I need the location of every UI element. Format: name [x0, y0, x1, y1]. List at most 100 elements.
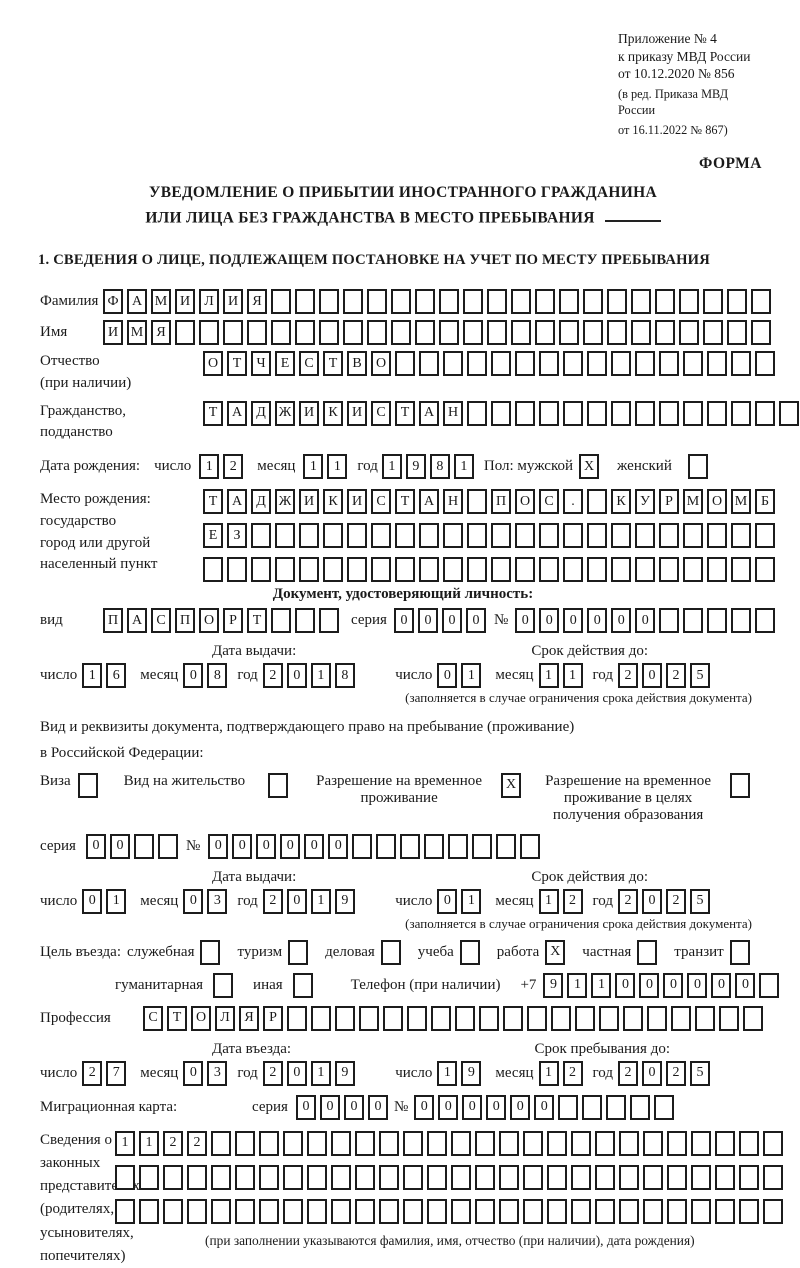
char-cell[interactable] — [419, 523, 439, 549]
char-cell[interactable] — [391, 320, 411, 346]
char-cell[interactable] — [355, 1198, 375, 1224]
char-cell[interactable]: 0 — [735, 972, 756, 998]
char-cell[interactable] — [515, 351, 535, 377]
char-cell[interactable] — [739, 1164, 759, 1190]
char-cell[interactable]: 1 — [199, 454, 220, 480]
char-cell[interactable] — [259, 1130, 279, 1156]
char-cell[interactable]: 2 — [562, 1060, 583, 1086]
char-cell[interactable]: О — [707, 489, 727, 515]
char-cell[interactable]: 1 — [106, 888, 127, 914]
char-cell[interactable]: П — [491, 489, 511, 515]
char-cell[interactable] — [379, 1130, 399, 1156]
purpose-other-checkbox[interactable] — [292, 972, 317, 998]
char-cell[interactable]: 0 — [663, 972, 684, 998]
char-cell[interactable] — [371, 557, 391, 583]
char-cell[interactable]: 2 — [618, 888, 638, 914]
char-cell[interactable]: О — [371, 351, 391, 377]
char-cell[interactable] — [323, 523, 343, 549]
sex-male-checkbox[interactable]: X — [579, 454, 603, 480]
char-cell[interactable]: О — [199, 608, 219, 634]
char-cell[interactable] — [691, 1164, 711, 1190]
char-cell[interactable]: 0 — [286, 663, 307, 689]
char-cell[interactable]: 0 — [438, 1094, 459, 1120]
char-cell[interactable]: 0 — [465, 608, 486, 634]
char-cell[interactable] — [467, 557, 487, 583]
char-cell[interactable] — [187, 1198, 207, 1224]
char-cell[interactable] — [619, 1164, 639, 1190]
char-cell[interactable] — [763, 1198, 783, 1224]
char-cell[interactable] — [415, 289, 435, 315]
purpose-private-checkbox[interactable] — [637, 939, 661, 965]
purpose-official-checkbox[interactable] — [200, 939, 224, 965]
char-cell[interactable] — [623, 1005, 643, 1031]
char-cell[interactable]: Т — [203, 489, 223, 515]
char-cell[interactable] — [563, 557, 583, 583]
char-cell[interactable]: М — [731, 489, 751, 515]
char-cell[interactable]: 0 — [232, 833, 253, 859]
char-cell[interactable] — [475, 1130, 495, 1156]
char-cell[interactable] — [731, 523, 751, 549]
char-cell[interactable] — [439, 320, 459, 346]
char-cell[interactable] — [727, 289, 747, 315]
char-cell[interactable] — [727, 320, 747, 346]
char-cell[interactable] — [635, 400, 655, 426]
char-cell[interactable] — [383, 1005, 403, 1031]
char-cell[interactable]: А — [127, 289, 147, 315]
char-cell[interactable]: 0 — [486, 1094, 507, 1120]
char-cell[interactable] — [515, 557, 535, 583]
char-cell[interactable]: 0 — [539, 608, 560, 634]
char-cell[interactable] — [463, 320, 483, 346]
char-cell[interactable] — [559, 320, 579, 346]
char-cell[interactable] — [213, 972, 234, 998]
char-cell[interactable] — [271, 608, 291, 634]
char-cell[interactable] — [539, 400, 559, 426]
visa-checkbox[interactable] — [77, 772, 102, 798]
char-cell[interactable] — [157, 833, 178, 859]
purpose-humanitarian-checkbox[interactable] — [213, 972, 237, 998]
char-cell[interactable] — [455, 1005, 475, 1031]
char-cell[interactable] — [443, 351, 463, 377]
char-cell[interactable]: 0 — [437, 888, 458, 914]
char-cell[interactable]: X — [545, 939, 566, 965]
char-cell[interactable] — [595, 1164, 615, 1190]
char-cell[interactable] — [299, 557, 319, 583]
char-cell[interactable]: 5 — [690, 888, 710, 914]
char-cell[interactable]: 1 — [82, 663, 103, 689]
char-cell[interactable] — [307, 1130, 327, 1156]
char-cell[interactable] — [491, 351, 511, 377]
char-cell[interactable] — [283, 1164, 303, 1190]
char-cell[interactable] — [683, 400, 703, 426]
char-cell[interactable] — [707, 351, 727, 377]
char-cell[interactable]: 2 — [163, 1130, 183, 1156]
char-cell[interactable] — [551, 1005, 571, 1031]
char-cell[interactable] — [331, 1130, 351, 1156]
char-cell[interactable] — [729, 939, 750, 965]
char-cell[interactable] — [511, 320, 531, 346]
char-cell[interactable]: 2 — [618, 1060, 638, 1086]
purpose-work-checkbox[interactable]: X — [545, 939, 569, 965]
char-cell[interactable] — [355, 1130, 375, 1156]
char-cell[interactable]: А — [419, 400, 439, 426]
char-cell[interactable] — [655, 289, 675, 315]
char-cell[interactable]: 2 — [187, 1130, 207, 1156]
char-cell[interactable]: 2 — [82, 1060, 103, 1086]
char-cell[interactable] — [451, 1130, 471, 1156]
char-cell[interactable] — [715, 1198, 735, 1224]
char-cell[interactable] — [619, 1198, 639, 1224]
char-cell[interactable] — [587, 489, 607, 515]
char-cell[interactable] — [463, 289, 483, 315]
char-cell[interactable] — [595, 1198, 615, 1224]
char-cell[interactable]: 8 — [334, 663, 355, 689]
char-cell[interactable] — [448, 833, 469, 859]
purpose-business-checkbox[interactable] — [380, 939, 405, 965]
char-cell[interactable] — [347, 523, 367, 549]
char-cell[interactable] — [287, 1005, 307, 1031]
char-cell[interactable]: 2 — [223, 454, 244, 480]
char-cell[interactable]: Е — [275, 351, 295, 377]
char-cell[interactable] — [343, 320, 363, 346]
char-cell[interactable] — [611, 400, 631, 426]
char-cell[interactable] — [211, 1198, 231, 1224]
char-cell[interactable]: 0 — [515, 608, 536, 634]
char-cell[interactable]: 2 — [618, 663, 638, 689]
char-cell[interactable] — [211, 1130, 231, 1156]
